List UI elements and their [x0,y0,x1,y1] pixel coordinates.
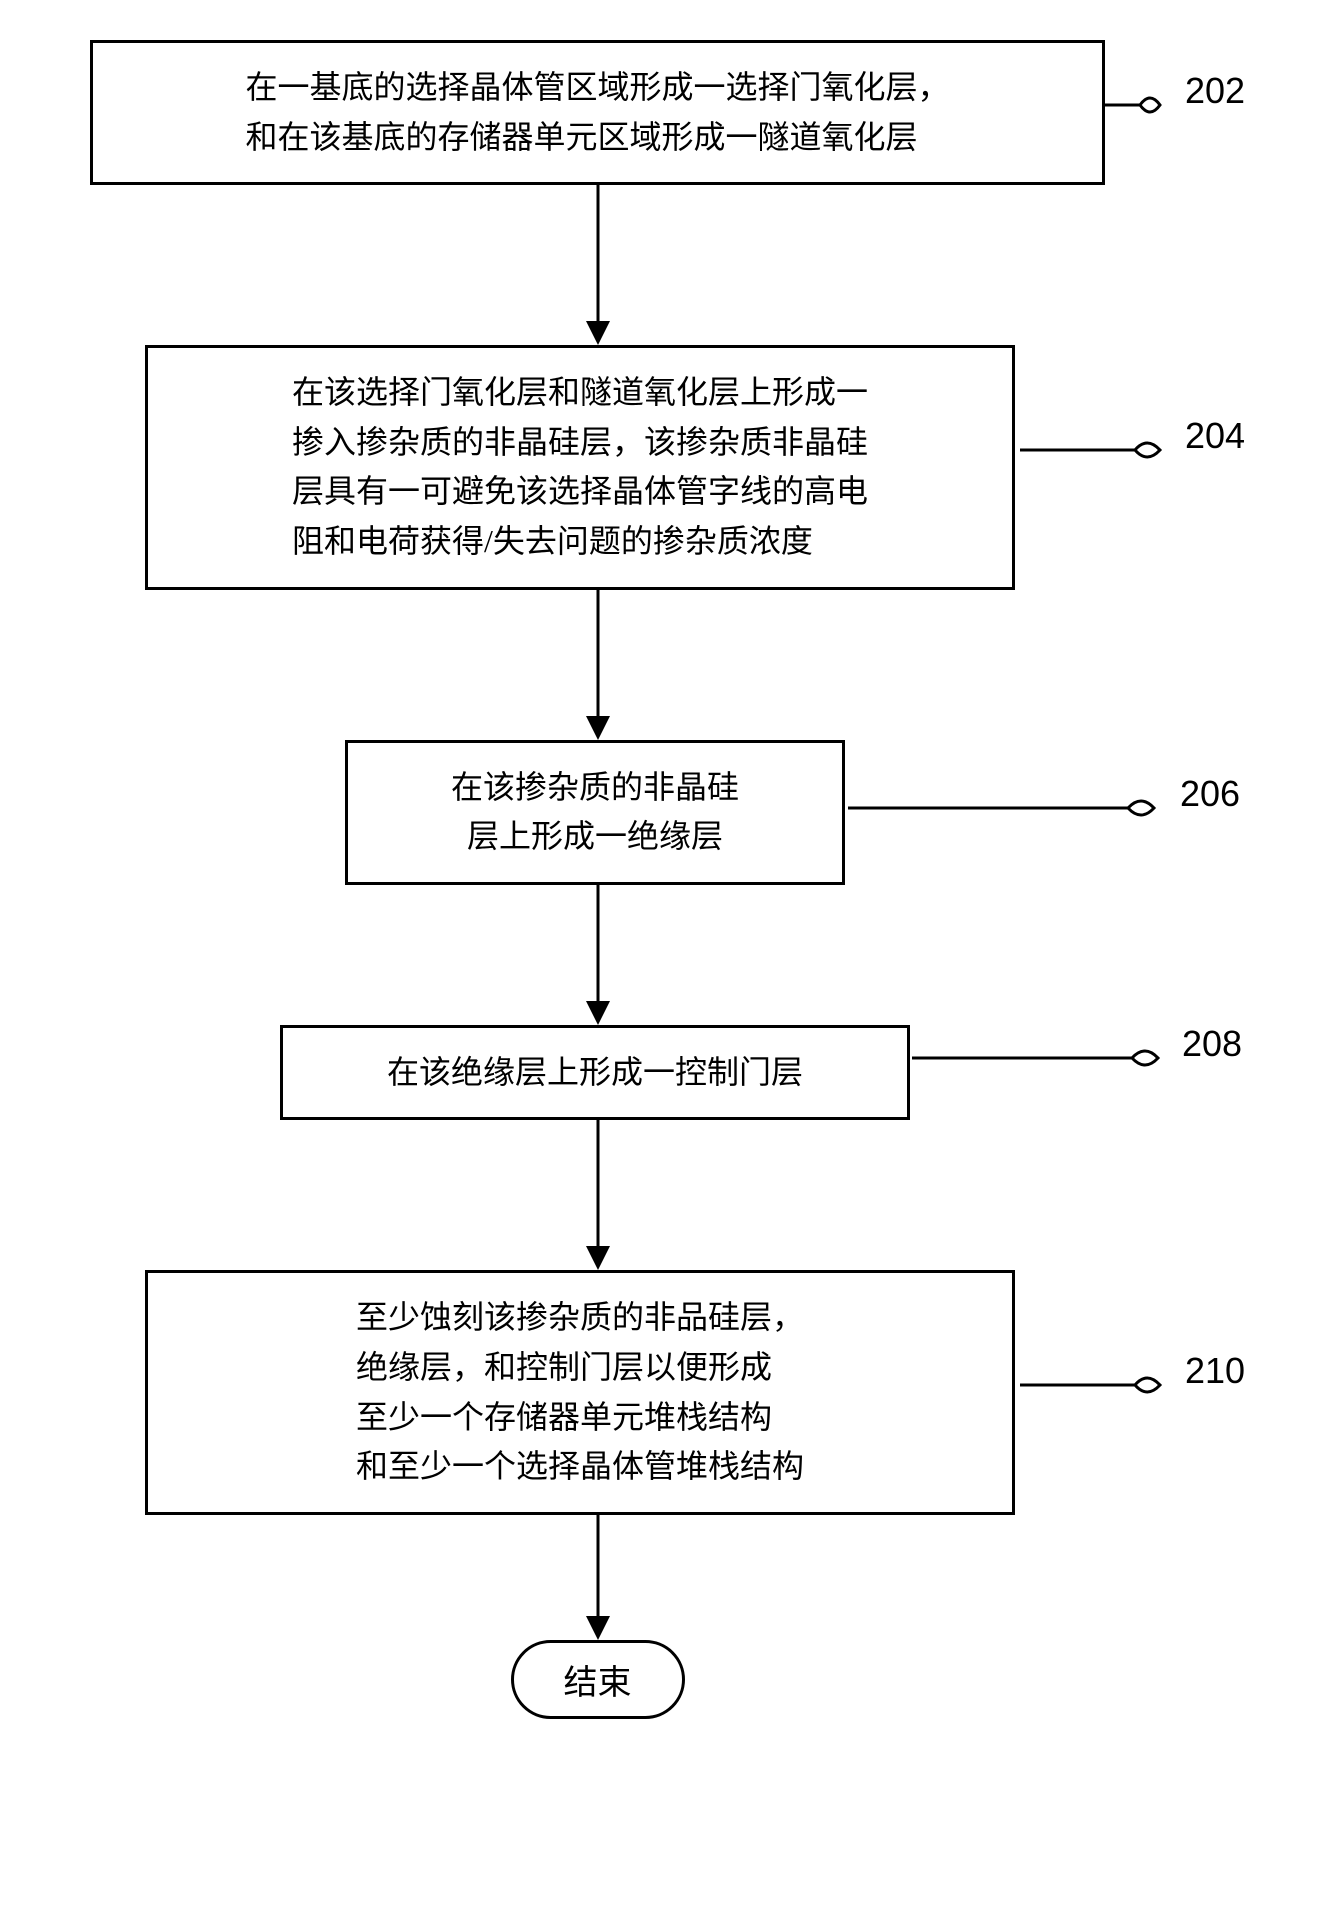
arrow-after-210 [90,1515,1105,1640]
leader-208 [912,1038,1167,1078]
step-204-text: 在该选择门氧化层和隧道氧化层上形成一 掺入掺杂质的非晶硅层，该掺杂质非晶硅 层具… [292,368,868,566]
label-208: 208 [1182,1023,1242,1065]
step-206-text: 在该掺杂质的非晶硅 层上形成一绝缘层 [451,763,739,862]
flowchart: 在一基底的选择晶体管区域形成一选择门氧化层， 和在该基底的存储器单元区域形成一隧… [90,40,1105,1719]
label-204: 204 [1185,415,1245,457]
step-206: 在该掺杂质的非晶硅 层上形成一绝缘层 [345,740,845,885]
step-208-text: 在该绝缘层上形成一控制门层 [387,1048,803,1098]
step-208: 在该绝缘层上形成一控制门层 [280,1025,910,1121]
step-210: 至少蚀刻该掺杂质的非品硅层， 绝缘层，和控制门层以便形成 至少一个存储器单元堆栈… [145,1270,1015,1514]
label-202: 202 [1185,70,1245,112]
leader-204 [1020,430,1170,470]
arrow-after-208 [90,1120,1105,1270]
arrow-after-206 [90,885,1105,1025]
step-210-text: 至少蚀刻该掺杂质的非品硅层， 绝缘层，和控制门层以便形成 至少一个存储器单元堆栈… [356,1293,804,1491]
leader-202 [1105,85,1175,125]
label-210: 210 [1185,1350,1245,1392]
leader-206 [848,788,1163,828]
arrow-after-204 [90,590,1105,740]
leader-210 [1020,1365,1170,1405]
step-204: 在该选择门氧化层和隧道氧化层上形成一 掺入掺杂质的非晶硅层，该掺杂质非晶硅 层具… [145,345,1015,589]
terminator-end: 结束 [511,1640,685,1719]
terminator-wrap: 结束 [90,1640,1105,1719]
step-202: 在一基底的选择晶体管区域形成一选择门氧化层， 和在该基底的存储器单元区域形成一隧… [90,40,1105,185]
label-206: 206 [1180,773,1240,815]
step-202-text: 在一基底的选择晶体管区域形成一选择门氧化层， 和在该基底的存储器单元区域形成一隧… [245,63,949,162]
arrow-after-202 [90,185,1105,345]
